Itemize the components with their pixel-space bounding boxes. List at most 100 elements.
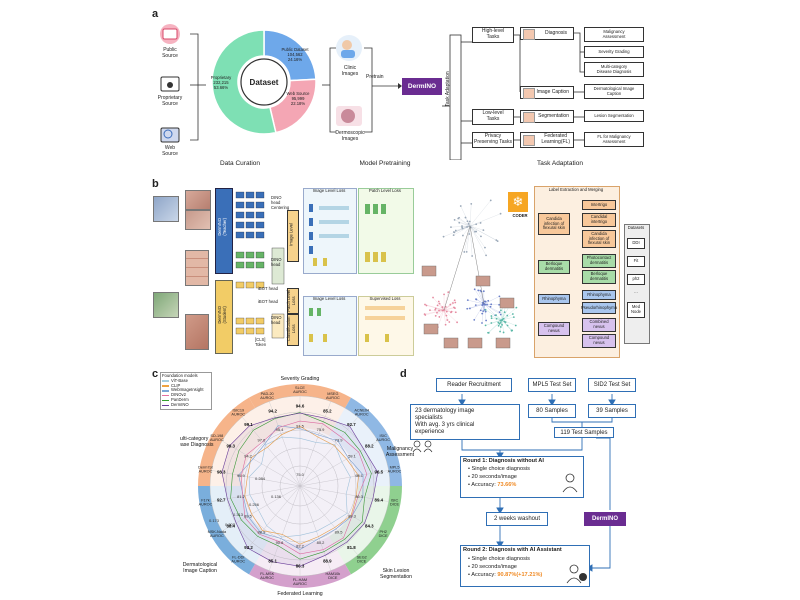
donut-connector xyxy=(322,47,336,133)
scatter-point xyxy=(495,314,497,316)
scatter-thumb-0 xyxy=(421,265,437,277)
scatter-point xyxy=(506,324,509,327)
clinic-image-icon xyxy=(336,35,362,61)
scatter-point xyxy=(499,319,502,322)
scatter-point xyxy=(454,229,457,232)
input-crop-4 xyxy=(153,292,179,318)
panel-label-d: d xyxy=(400,368,407,380)
scatter-point xyxy=(484,324,487,327)
scatter-point xyxy=(437,300,440,303)
group-rhinophyma-child-2: Pseudorhinophyma xyxy=(581,302,617,314)
radar-top-value: 88.4 xyxy=(226,524,235,529)
slice-web: Web Source 95,999 22.18% xyxy=(286,91,310,106)
loss-glyphs xyxy=(309,204,405,342)
radar-top-value: 92.7 xyxy=(347,422,356,427)
public-source-label: Public Source xyxy=(162,47,178,59)
radar-series-DINOv2 xyxy=(240,420,368,555)
scatter-point xyxy=(465,250,468,253)
group-berloque-child-1: Photocontact dermatitis xyxy=(582,254,616,268)
legend-swatch xyxy=(162,380,169,382)
caption-thumb xyxy=(523,88,535,99)
scatter-point xyxy=(485,254,487,257)
donut-center-label: Dataset xyxy=(249,78,279,87)
output-caption: Dermatological Image Caption xyxy=(584,84,644,99)
radar-inner-value: 81.2 xyxy=(237,494,246,499)
input-patches-1 xyxy=(185,250,209,286)
scatter-point xyxy=(452,302,454,304)
dataset-fit: Fit xyxy=(627,256,645,267)
scatter-point xyxy=(481,312,484,315)
scatter-point xyxy=(480,235,482,238)
scatter-point xyxy=(501,323,503,326)
round2-box xyxy=(460,545,590,587)
doctor-ai-icon xyxy=(566,564,587,584)
dermino-model-box: DermINO xyxy=(402,78,442,95)
output-multicat: Multi-category Disease Diagnosis xyxy=(584,62,644,77)
input-crop-2 xyxy=(185,190,211,210)
source-connector xyxy=(190,33,206,141)
output-severity: Severity Grading xyxy=(584,46,644,58)
radar-inner-value: 75.9 xyxy=(317,427,326,432)
snowflake-glyph: ❄ xyxy=(512,194,524,209)
legend-label: DermINO xyxy=(171,401,189,407)
radar-series-PanDerm xyxy=(230,412,372,560)
scatter-point xyxy=(434,308,437,311)
legend-label: ViT-Base xyxy=(171,377,188,383)
image-level-loss-title-2: Image Level Loss xyxy=(312,296,346,301)
radar-top-value: 94.2 xyxy=(268,408,277,413)
radar-axis-label: ACNE04 AUROC xyxy=(354,408,369,416)
scatter-point xyxy=(500,309,502,312)
radar-misc-value: 0.256 xyxy=(249,502,260,507)
scatter-points xyxy=(423,199,518,334)
radar-series-DermINO xyxy=(221,412,379,567)
scatter-point xyxy=(475,298,477,300)
scatter-point xyxy=(441,306,444,308)
scatter-point xyxy=(471,255,474,257)
scatter-thumb-6 xyxy=(475,275,491,287)
radar-inner-value: 73.9 xyxy=(335,438,344,443)
scatter-point xyxy=(438,316,441,318)
scatter-point xyxy=(487,331,490,334)
dataset-ph2: ph2 xyxy=(627,274,645,285)
scatter-point xyxy=(468,233,471,235)
input-crop-5 xyxy=(185,314,209,350)
radar-top-value: 81.8 xyxy=(347,545,356,550)
scatter-point xyxy=(499,212,502,215)
group-candida-child-2: Candidal intertrigo xyxy=(582,213,616,227)
doctor-icon xyxy=(562,473,578,493)
group-berloque-child-2: Berloque dermatitis xyxy=(582,270,616,284)
group-candida-parent: Candida infection of flexural skin xyxy=(538,213,570,235)
datasets-title: Datasets xyxy=(627,225,645,230)
radar-top-value: 88.2 xyxy=(365,444,374,449)
radar-top-value: 99.1 xyxy=(244,422,253,427)
radar-top-value: 89.4 xyxy=(375,497,384,502)
radar-inner-value: 80.2 xyxy=(317,540,326,545)
scatter-point xyxy=(438,302,441,305)
radar-top-value: 99.3 xyxy=(226,444,235,449)
radar-top-value: 98.3 xyxy=(217,470,226,475)
round1-item-1: • Single choice diagnosis xyxy=(468,466,530,472)
legend-entry: PanDerm xyxy=(162,397,210,403)
radar-axis-label: Derm7pt AUROC xyxy=(198,465,214,473)
legend-entry: ViT-Base xyxy=(162,377,210,384)
caption-task-adaptation: Task Adaptation xyxy=(537,160,583,167)
scatter-point xyxy=(474,230,476,233)
radar-grid xyxy=(209,395,391,577)
scatter-point xyxy=(445,310,448,313)
scatter-point xyxy=(497,324,500,327)
scatter-point xyxy=(479,222,482,224)
round2-item-1: • Single choice diagnosis xyxy=(468,556,530,562)
radar-inner-value: 96.9 xyxy=(237,473,246,478)
radar-misc-value: 0.136 xyxy=(271,494,282,499)
snowflake-icon xyxy=(508,192,528,212)
image-level-tag-2 xyxy=(287,314,299,346)
radar-misc-value: 75.0 xyxy=(296,472,305,477)
output-malignancy: Malignancy Assessment xyxy=(584,27,644,42)
radar-inner-value: 82.2 xyxy=(296,544,305,549)
round2-accuracy: • Accuracy: 90.87%(+17.21%) xyxy=(468,572,543,578)
panel-label-c: c xyxy=(152,368,159,380)
radar-section-band-2 xyxy=(345,486,402,575)
scatter-point xyxy=(498,311,501,314)
embedding-scatter xyxy=(421,199,518,349)
radar-axis-label: SD-198 AUROC xyxy=(210,434,224,442)
